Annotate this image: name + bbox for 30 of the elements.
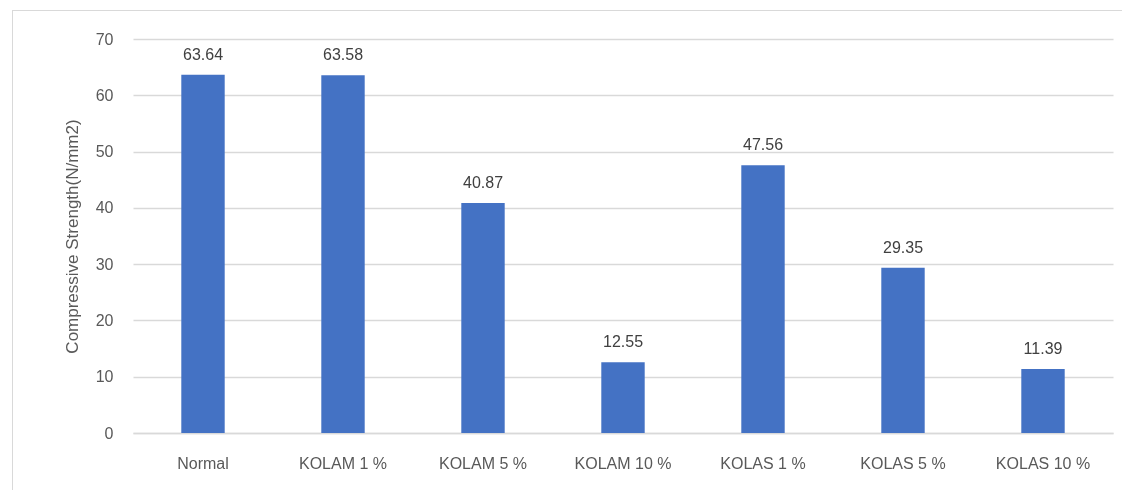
y-tick-label: 30 [95,255,114,273]
data-label: 29.35 [882,238,924,256]
data-label: 47.56 [742,136,784,154]
bar [1021,368,1065,433]
x-tick-label: KOLAS 1 % [720,454,806,472]
x-tick-label: KOLAM 1 % [298,454,388,472]
x-tick-label: KOLAM 5 % [438,454,528,472]
data-label: 11.39 [1023,339,1063,357]
bar [741,165,785,433]
x-tick-label: KOLAS 10 % [995,454,1091,472]
data-label: 63.58 [322,46,364,64]
data-label: 12.55 [602,333,644,351]
bar [461,202,505,433]
x-tick-label: KOLAM 10 % [574,454,672,472]
bar [881,267,925,433]
y-tick-label: 40 [95,199,114,217]
bar [321,75,365,433]
bar [601,362,645,433]
data-label: 63.64 [182,45,224,63]
bar [181,74,225,433]
data-label: 40.87 [462,173,504,191]
y-tick-label: 60 [95,86,114,104]
y-tick-label: 50 [95,143,114,161]
x-tick-label: KOLAS 5 % [860,454,946,472]
y-tick-label: 0 [104,424,114,442]
x-tick-label: Normal [177,454,229,472]
y-tick-label: 20 [95,311,114,329]
y-axis-title: Compressive Strength(N/mm2) [62,119,82,354]
y-tick-label: 10 [95,368,114,386]
y-tick-label: 70 [95,30,114,48]
